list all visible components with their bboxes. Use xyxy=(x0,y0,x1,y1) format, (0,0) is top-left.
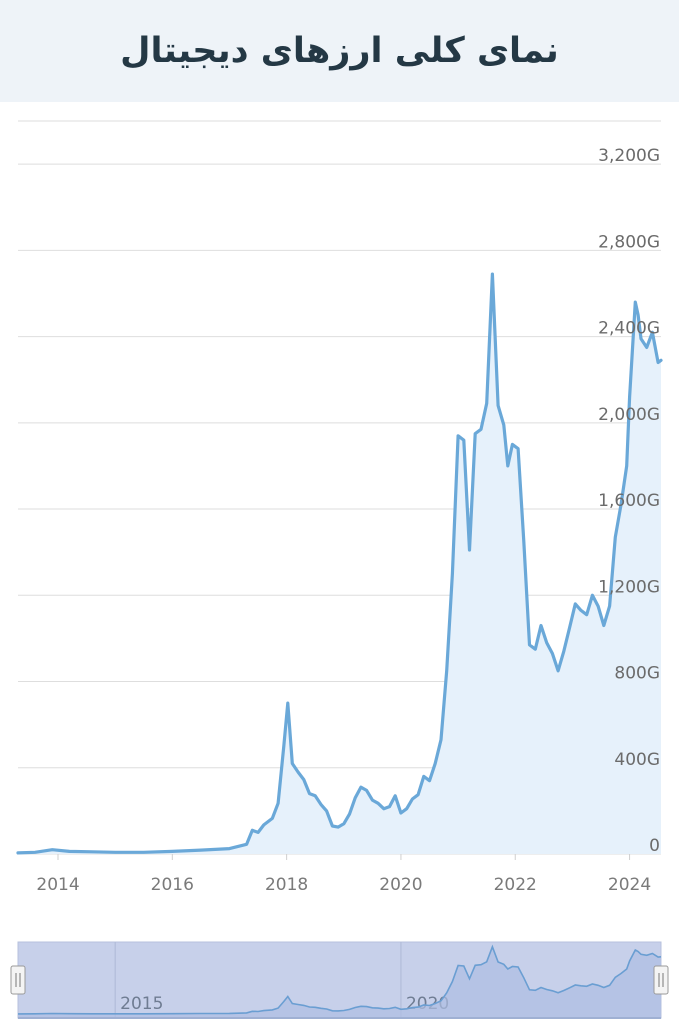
x-tick-label: 2022 xyxy=(494,875,537,895)
series-line[interactable] xyxy=(16,272,663,855)
chart-header: نمای کلی ارزهای دیجیتال xyxy=(0,0,679,102)
x-tick-label: 2014 xyxy=(36,875,79,895)
series-line-layer xyxy=(16,272,663,855)
series-area xyxy=(18,274,661,855)
y-tick-label: 1,600G xyxy=(598,491,660,511)
y-tick-label: 800G xyxy=(614,664,660,684)
y-tick-label: 2,000G xyxy=(598,405,660,425)
area-fill-layer xyxy=(18,274,661,855)
y-tick-label: 2,400G xyxy=(598,319,660,339)
page-title: نمای کلی ارزهای دیجیتال xyxy=(120,31,559,71)
navigator-handle-left[interactable] xyxy=(10,965,26,995)
main-chart[interactable]: 0 400G 800G 1,200G 1,600G 2,000G 2,400G 2,800G 3… xyxy=(0,0,679,940)
y-tick-label: 0 xyxy=(649,836,660,856)
y-tick-label: 2,800G xyxy=(598,232,660,252)
y-tick-label: 3,200G xyxy=(598,146,660,166)
y-axis-ticks: 0 400G 800G 1,200G 1,600G 2,000G 2,400G 2,800G 3… xyxy=(598,146,660,856)
x-axis-ticks: 2014 2016 2018 2020 2022 2024 xyxy=(36,854,651,895)
y-tick-label: 400G xyxy=(614,750,660,770)
navigator-tick-label: 2015 xyxy=(120,994,163,1014)
navigator-area xyxy=(18,946,661,1018)
y-tick-label: 1,200G xyxy=(598,577,660,597)
x-tick-label: 2016 xyxy=(151,875,194,895)
navigator-handle-right[interactable] xyxy=(653,965,669,995)
x-tick-label: 2020 xyxy=(379,875,422,895)
range-navigator[interactable]: 2015 2020 xyxy=(0,934,679,1024)
x-tick-label: 2018 xyxy=(265,875,308,895)
navigator-series-line xyxy=(17,944,662,1015)
x-tick-label: 2024 xyxy=(608,875,651,895)
